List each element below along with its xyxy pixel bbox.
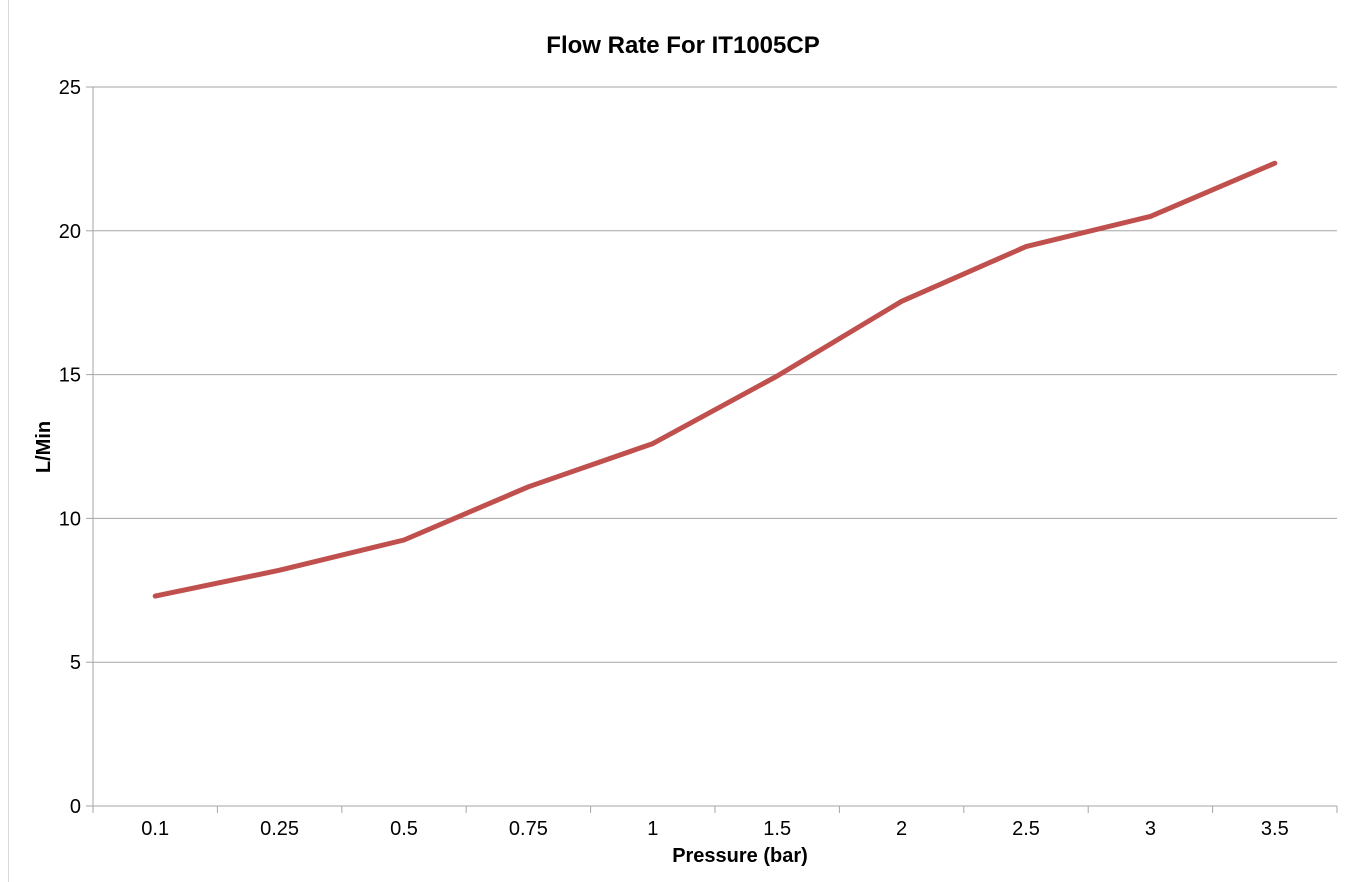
y-tick-label: 10 xyxy=(59,508,81,530)
axes xyxy=(86,86,1338,813)
x-tick-label: 1 xyxy=(647,818,658,840)
series-line-0 xyxy=(152,160,1278,599)
y-tick-labels: 0 5 10 15 20 25 xyxy=(59,77,81,818)
chart-frame-edge xyxy=(8,0,9,882)
x-tick-label: 2 xyxy=(896,818,907,840)
y-tick-label: 0 xyxy=(70,796,81,818)
x-tick-label: 0.25 xyxy=(260,818,299,840)
y-tick-label: 25 xyxy=(59,77,81,99)
x-tick-label: 0.1 xyxy=(141,818,169,840)
y-tick-label: 15 xyxy=(59,365,81,387)
x-tick-label: 3.5 xyxy=(1261,818,1289,840)
chart-title: Flow Rate For IT1005CP xyxy=(546,32,819,59)
x-axis-title: Pressure (bar) xyxy=(672,845,808,867)
gridlines xyxy=(93,86,1337,663)
x-tick-label: 0.5 xyxy=(390,818,418,840)
x-tick-label: 2.5 xyxy=(1012,818,1040,840)
y-tick-label: 20 xyxy=(59,221,81,243)
series-lines xyxy=(152,160,1278,599)
y-axis-title: L/Min xyxy=(33,421,55,473)
x-tick-label: 0.75 xyxy=(509,818,548,840)
x-tick-label: 1.5 xyxy=(763,818,791,840)
x-tick-labels: 0.1 0.25 0.5 0.75 1 1.5 2 2.5 3 3.5 xyxy=(141,818,1288,840)
x-tick-label: 3 xyxy=(1145,818,1156,840)
y-tick-label: 5 xyxy=(70,652,81,674)
